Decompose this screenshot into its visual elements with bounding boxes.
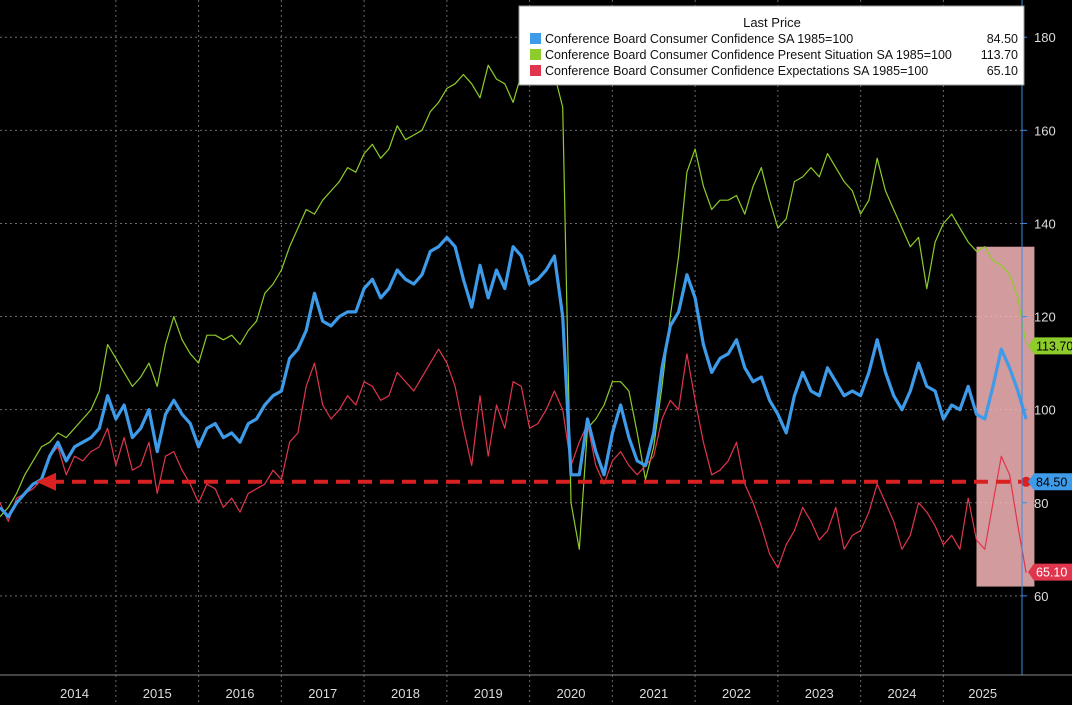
legend-label-composite: Conference Board Consumer Confidence SA … [545, 32, 853, 46]
x-tick-label-2017: 2017 [308, 686, 337, 701]
series-layer [0, 64, 1028, 573]
y-tick-label-140: 140 [1034, 216, 1056, 231]
last-value-label-expectations: 65.10 [1036, 566, 1067, 580]
x-tick-label-2022: 2022 [722, 686, 751, 701]
series-line-composite [0, 235, 1028, 519]
y-tick-label-120: 120 [1034, 310, 1056, 325]
last-value-badge-present-situation [1028, 337, 1072, 355]
last-value-label-composite: 84.50 [1036, 475, 1067, 489]
legend-swatch-present-situation [530, 49, 541, 60]
y-tick-label-80: 80 [1034, 496, 1048, 511]
badge-layer: 84.50 113.70 65.10 [1028, 337, 1072, 581]
x-tick-label-2023: 2023 [805, 686, 834, 701]
last-value-badge-expectations [1028, 563, 1072, 581]
x-tick-label-2018: 2018 [391, 686, 420, 701]
legend-value-expectations: 65.10 [987, 64, 1018, 78]
y-tick-label-180: 180 [1034, 30, 1056, 45]
legend-swatch-expectations [530, 65, 541, 76]
x-tick-label-2019: 2019 [474, 686, 503, 701]
legend-box [518, 5, 1025, 86]
legend: Last Price Conference Board Consumer Con… [518, 5, 1025, 86]
legend-value-present-situation: 113.70 [981, 48, 1018, 62]
reference-endpoint-dot [1021, 476, 1032, 487]
last-value-label-present-situation: 113.70 [1036, 339, 1072, 353]
y-tick-label-100: 100 [1034, 403, 1056, 418]
x-tick-label-2015: 2015 [143, 686, 172, 701]
x-tick-label-2016: 2016 [226, 686, 255, 701]
x-tick-label-2021: 2021 [639, 686, 668, 701]
grid-lines [0, 0, 1022, 705]
y-tick-label-160: 160 [1034, 123, 1056, 138]
x-tick-label-2025: 2025 [968, 686, 997, 701]
legend-value-composite: 84.50 [987, 32, 1018, 46]
y-tick-label-60: 60 [1034, 589, 1048, 604]
series-line-expectations [0, 348, 1027, 573]
series-line-present-situation [0, 64, 1027, 550]
legend-label-expectations: Conference Board Consumer Confidence Exp… [545, 64, 928, 78]
legend-label-present-situation: Conference Board Consumer Confidence Pre… [545, 48, 952, 62]
x-tick-label-2020: 2020 [557, 686, 586, 701]
reference-arrowhead [36, 472, 56, 491]
legend-swatch-composite [530, 33, 541, 44]
reference-layer [36, 472, 1032, 491]
x-tick-label-2024: 2024 [888, 686, 917, 701]
last-value-badge-composite [1028, 473, 1072, 491]
x-tick-label-2014: 2014 [60, 686, 89, 701]
legend-title: Last Price [743, 15, 801, 30]
